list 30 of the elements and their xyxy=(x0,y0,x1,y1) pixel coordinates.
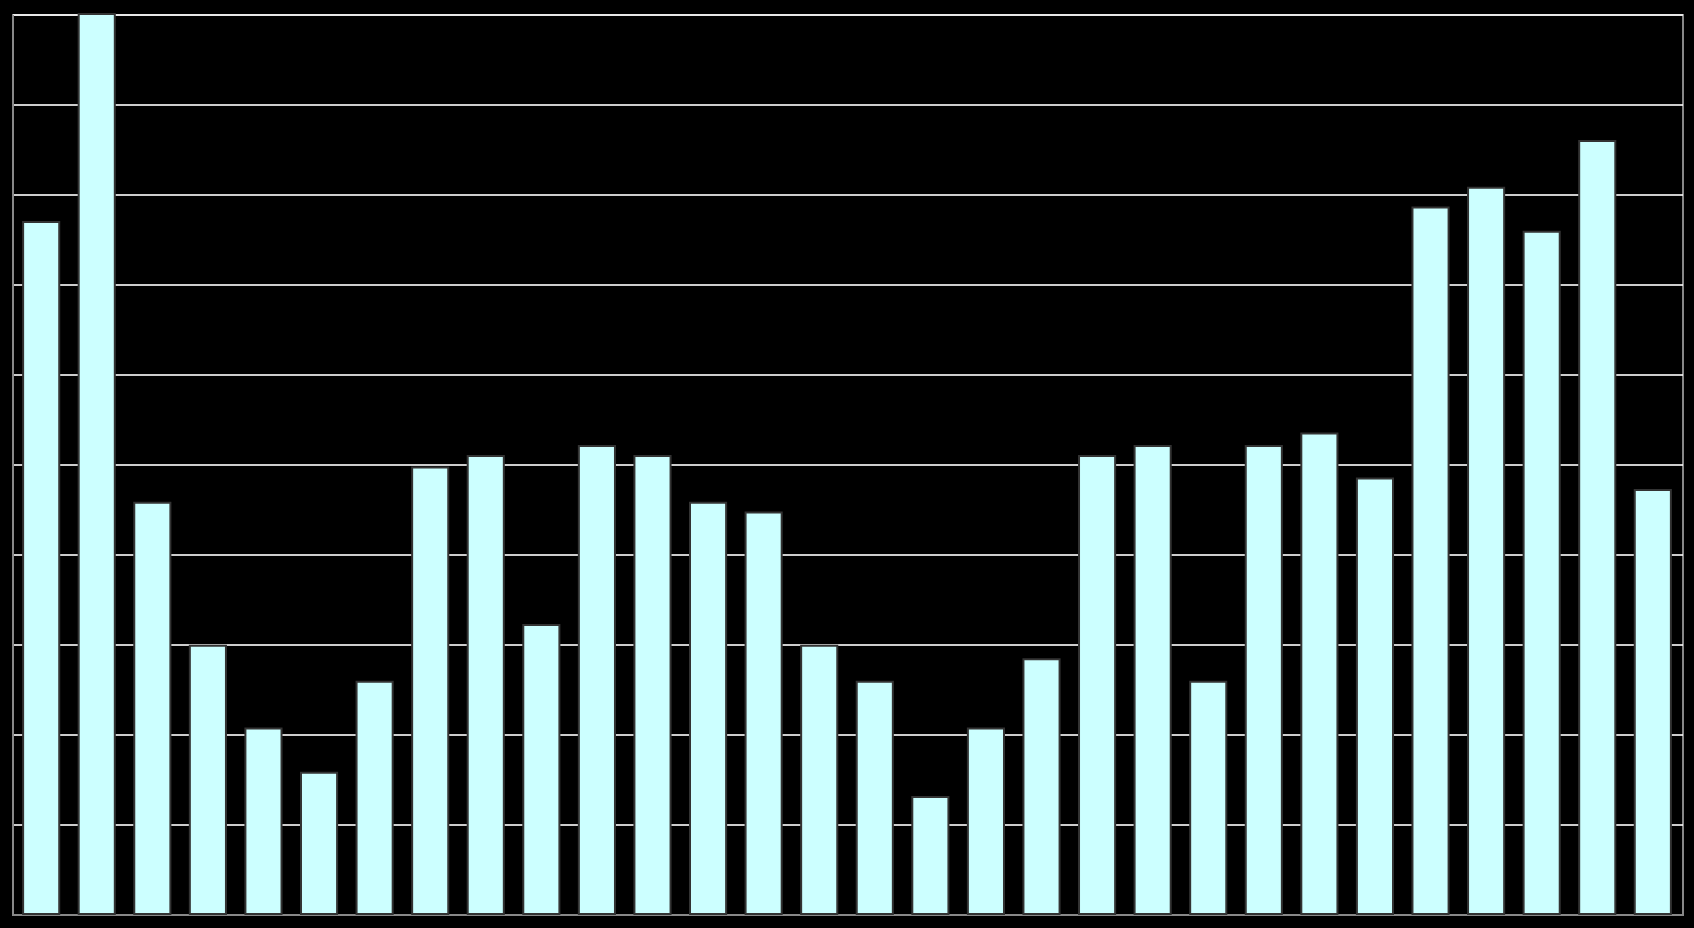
bar xyxy=(800,644,839,915)
bar xyxy=(244,727,283,915)
bar xyxy=(633,454,672,915)
bar xyxy=(77,13,116,915)
bar xyxy=(1633,489,1672,915)
bar xyxy=(1355,477,1395,915)
bar xyxy=(133,501,172,915)
bar xyxy=(577,445,616,915)
bar xyxy=(1189,680,1228,915)
bar xyxy=(188,644,227,915)
bar xyxy=(1467,186,1506,915)
bar xyxy=(966,727,1005,915)
bar xyxy=(689,501,728,915)
bar xyxy=(466,454,505,915)
bar xyxy=(522,624,561,915)
bar xyxy=(744,511,783,915)
bar xyxy=(355,680,394,915)
bar xyxy=(911,796,950,915)
bar xyxy=(1022,658,1061,915)
bar xyxy=(1578,139,1617,915)
bar xyxy=(1411,206,1450,915)
bar xyxy=(22,220,61,915)
bar xyxy=(1133,445,1172,915)
bar xyxy=(299,771,339,915)
bar xyxy=(1078,454,1117,915)
bar xyxy=(411,466,450,915)
bar xyxy=(1244,445,1283,915)
bar xyxy=(1522,230,1561,915)
bar xyxy=(855,680,894,915)
bar xyxy=(1300,432,1339,915)
